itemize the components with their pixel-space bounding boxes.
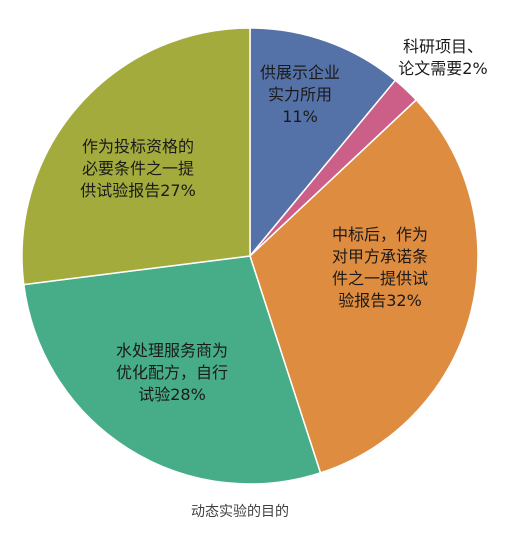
pie-slice-water-treatment-optimize: [22, 255, 322, 485]
slice-label-line: 供试验报告27%: [80, 181, 196, 200]
slice-label-showcase-strength: 供展示企业实力所用 11%: [260, 63, 340, 126]
slice-label-line: 实力所用: [268, 85, 332, 104]
slice-label-bid-qualification: 作为投标资格的必要条件之一提供试验报告27%: [80, 137, 196, 200]
slice-label-water-treatment-optimize: 水处理服务商为优化配方，自行试验28%: [116, 341, 228, 404]
slice-label-line: 科研项目、: [403, 37, 483, 56]
slice-label-line: 件之一提供试: [332, 269, 428, 288]
slice-label-line: 中标后，作为: [332, 225, 428, 244]
slice-label-line: 优化配方，自行: [116, 363, 228, 382]
pie-slice-post-bid-commitment: [249, 98, 479, 474]
slice-label-line: 供展示企业: [260, 63, 340, 82]
slice-label-line: 11%: [282, 107, 318, 126]
pie-slices: [21, 27, 479, 485]
slice-label-line: 对甲方承诺条: [332, 247, 428, 266]
slice-label-post-bid-commitment: 中标后，作为对甲方承诺条件之一提供试验报告32%: [332, 225, 428, 310]
slice-label-line: 论文需要2%: [398, 59, 487, 78]
pie-slice-bid-qualification: [21, 27, 251, 286]
pie-slice-showcase-strength: [249, 27, 397, 259]
slice-labels: 供展示企业实力所用 11% 科研项目、论文需要2% 中标后，作为对甲方承诺条件之一提供…: [80, 37, 487, 404]
slice-label-line: 作为投标资格的: [82, 137, 194, 156]
slice-label-line: 试验28%: [138, 385, 206, 404]
chart-caption: 动态实验的目的: [191, 504, 289, 520]
slice-label-line: 水处理服务商为: [116, 341, 228, 360]
slice-label-line: 必要条件之一提: [82, 159, 194, 178]
slice-label-research-papers: 科研项目、论文需要2%: [398, 37, 487, 78]
slice-label-line: 验报告32%: [338, 291, 422, 310]
